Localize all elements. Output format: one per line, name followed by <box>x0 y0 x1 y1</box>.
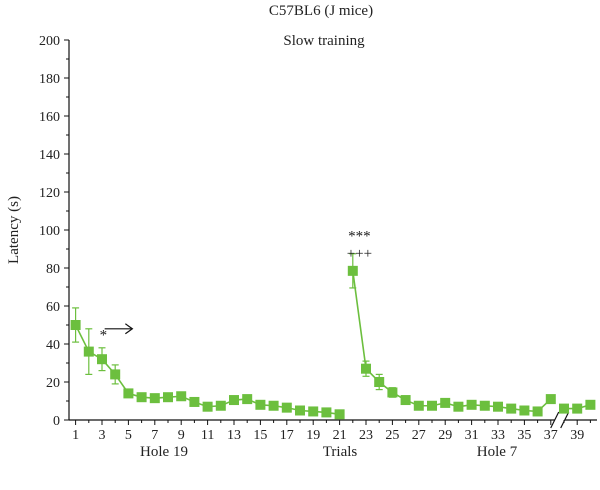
data-point <box>321 407 331 417</box>
x-tick-label: 5 <box>125 428 132 443</box>
data-point <box>295 406 305 416</box>
x-tick-label: 19 <box>306 428 320 443</box>
data-point <box>559 404 569 414</box>
data-point <box>176 391 186 401</box>
x-tick-label: 35 <box>517 428 531 443</box>
x-tick-label: 3 <box>99 428 106 443</box>
significance-marker: * <box>100 328 108 344</box>
data-point <box>71 320 81 330</box>
y-axis-label: Latency (s) <box>6 196 22 264</box>
data-point <box>137 392 147 402</box>
x-tick-label: 9 <box>178 428 185 443</box>
data-point <box>414 401 424 411</box>
data-point <box>229 395 239 405</box>
y-tick-label: 140 <box>39 148 60 163</box>
chart-subtitle: Slow training <box>283 33 365 49</box>
data-point <box>242 394 252 404</box>
data-point <box>189 397 199 407</box>
data-point <box>216 401 226 411</box>
x-tick-label: 7 <box>151 428 158 443</box>
data-point <box>203 402 213 412</box>
x-tick-label: 37 <box>544 428 558 443</box>
data-point <box>572 404 582 414</box>
y-tick-label: 180 <box>39 72 60 87</box>
chart-title: C57BL6 (J mice) <box>269 3 373 19</box>
x-tick-label: 23 <box>359 428 373 443</box>
phase-label-hole-7: Hole 7 <box>477 444 518 460</box>
data-point <box>453 402 463 412</box>
x-axis-label: Trials <box>323 444 358 460</box>
y-tick-label: 80 <box>46 262 60 277</box>
y-tick-label: 40 <box>46 338 60 353</box>
phase-label-hole-19: Hole 19 <box>140 444 188 460</box>
x-tick-label: 39 <box>570 428 584 443</box>
data-marks <box>71 254 596 420</box>
data-point <box>427 401 437 411</box>
data-point <box>282 403 292 413</box>
data-point <box>546 394 556 404</box>
y-tick-label: 20 <box>46 376 60 391</box>
data-point <box>335 409 345 419</box>
data-point <box>519 406 529 416</box>
x-tick-label: 31 <box>465 428 479 443</box>
data-point <box>255 400 265 410</box>
data-point <box>110 369 120 379</box>
y-tick-label: 60 <box>46 300 60 315</box>
data-point <box>585 400 595 410</box>
y-tick-label: 120 <box>39 186 60 201</box>
data-point <box>440 398 450 408</box>
x-tick-label: 15 <box>253 428 267 443</box>
series-line <box>353 271 551 412</box>
y-tick-label: 200 <box>39 34 60 49</box>
data-point <box>493 402 503 412</box>
data-point <box>401 395 411 405</box>
x-tick-label: 21 <box>333 428 347 443</box>
y-tick-label: 0 <box>53 414 60 429</box>
data-point <box>533 406 543 416</box>
data-point <box>308 406 318 416</box>
data-point <box>374 377 384 387</box>
y-tick-label: 100 <box>39 224 60 239</box>
x-tick-label: 13 <box>227 428 241 443</box>
data-point <box>269 401 279 411</box>
x-tick-label: 33 <box>491 428 505 443</box>
significance-marker: +++ <box>347 246 372 262</box>
x-tick-label: 27 <box>412 428 426 443</box>
data-point <box>480 401 490 411</box>
data-point <box>387 387 397 397</box>
x-tick-label: 25 <box>385 428 399 443</box>
data-point <box>361 364 371 374</box>
x-tick-label: 29 <box>438 428 452 443</box>
x-tick-label: 17 <box>280 428 294 443</box>
data-point <box>163 392 173 402</box>
data-point <box>97 354 107 364</box>
data-point <box>150 393 160 403</box>
annotations: ****+++ <box>100 229 373 344</box>
data-point <box>506 404 516 414</box>
data-point <box>123 388 133 398</box>
data-point <box>348 266 358 276</box>
significance-marker: *** <box>348 229 371 245</box>
data-point <box>467 400 477 410</box>
data-point <box>84 347 94 357</box>
x-tick-label: 11 <box>201 428 214 443</box>
x-tick-label: 1 <box>72 428 79 443</box>
y-tick-label: 160 <box>39 110 60 125</box>
